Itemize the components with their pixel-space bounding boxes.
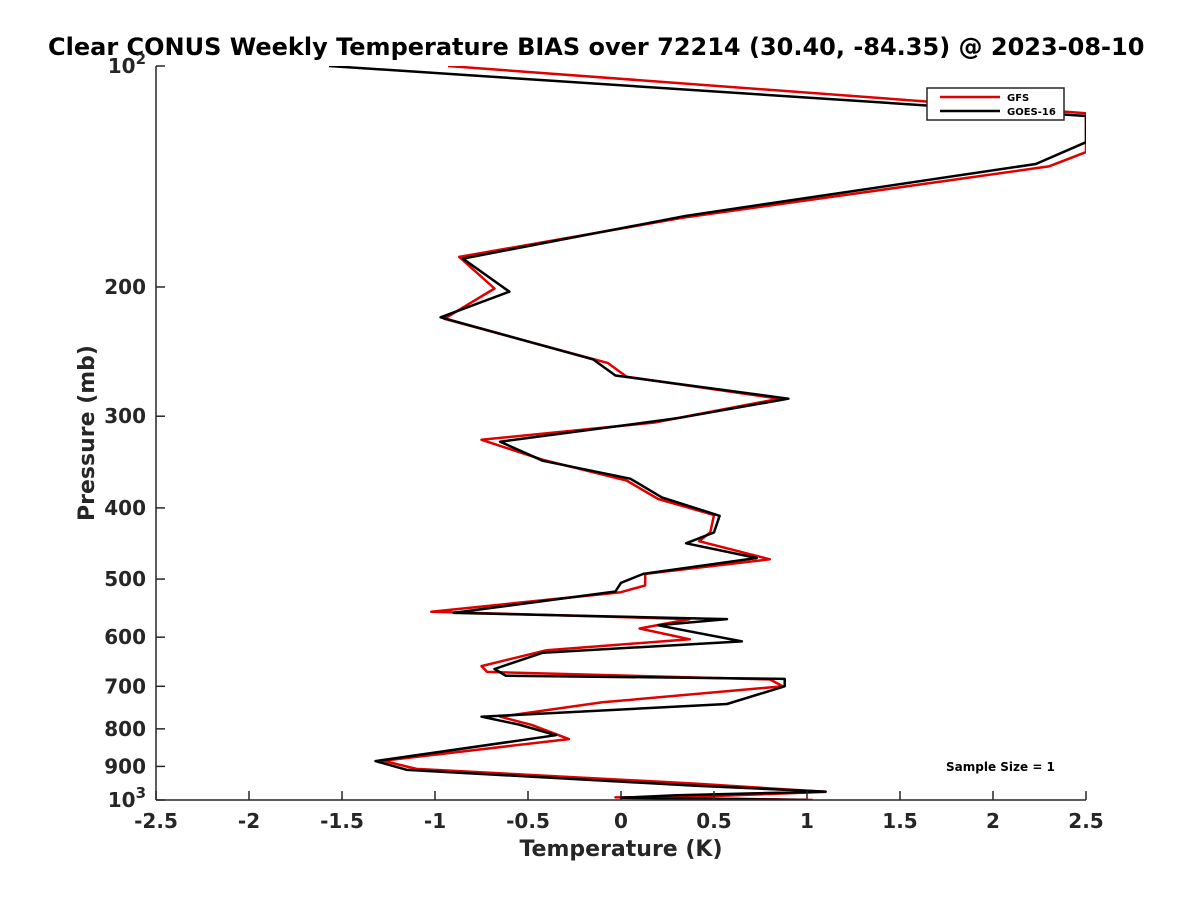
- y-tick-label: 500: [104, 567, 146, 591]
- legend-label-goes16: GOES-16: [1007, 107, 1056, 118]
- legend-label-gfs: GFS: [1007, 93, 1029, 104]
- y-tick-label: 102: [108, 50, 146, 78]
- x-tick-label: -0.5: [506, 809, 550, 833]
- chart-title: Clear CONUS Weekly Temperature BIAS over…: [48, 33, 1144, 61]
- y-tick-label: 600: [104, 625, 146, 649]
- x-tick-label: -2.5: [134, 809, 178, 833]
- x-ticks: -2.5 -2 -1.5 -1 -0.5 0 0.5 1 1.5 2 2.5: [134, 791, 1104, 833]
- series-lines: [328, 66, 1086, 800]
- y-tick-label: 700: [104, 674, 146, 698]
- x-tick-label: 1.5: [882, 809, 917, 833]
- sample-size-annotation: Sample Size = 1: [946, 760, 1055, 774]
- x-tick-label: -1: [424, 809, 446, 833]
- x-axis-label: Temperature (K): [519, 837, 722, 862]
- y-ticks: 102 200 300 400 500 600 700 800 900 103: [104, 50, 165, 812]
- y-tick-label: 300: [104, 404, 146, 428]
- legend-box: [926, 87, 1065, 121]
- y-tick-label: 900: [104, 754, 146, 778]
- y-tick-label: 800: [104, 717, 146, 741]
- x-tick-label: -2: [238, 809, 260, 833]
- series-line-goes16: [328, 66, 1086, 800]
- y-tick-label: 200: [104, 275, 146, 299]
- y-axis-label: Pressure (mb): [75, 345, 100, 521]
- x-tick-label: 1: [800, 809, 814, 833]
- x-tick-label: 0.5: [696, 809, 731, 833]
- x-tick-label: -1.5: [320, 809, 364, 833]
- x-tick-label: 0: [614, 809, 628, 833]
- y-tick-label: 400: [104, 496, 146, 520]
- legend: GFS GOES-16: [926, 87, 1065, 121]
- x-tick-label: 2.5: [1068, 809, 1103, 833]
- x-tick-label: 2: [986, 809, 1000, 833]
- series-line-gfs: [381, 66, 1086, 800]
- y-tick-label: 103: [108, 784, 146, 812]
